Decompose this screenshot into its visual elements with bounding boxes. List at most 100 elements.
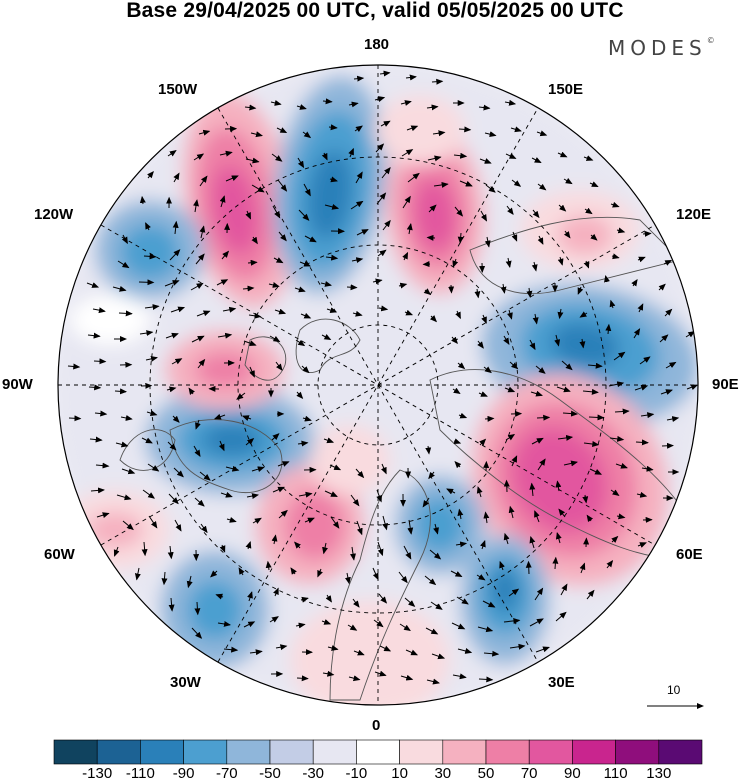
wind-vector xyxy=(588,414,605,421)
wind-vector xyxy=(354,125,363,132)
wind-vector xyxy=(188,387,195,395)
wind-vector xyxy=(193,199,199,213)
wind-vector xyxy=(251,184,265,193)
wind-vector xyxy=(321,619,332,625)
wind-vector xyxy=(166,386,177,393)
wind-vector xyxy=(557,256,564,266)
wind-vector xyxy=(217,332,233,339)
wind-vector xyxy=(145,222,151,231)
wind-vector xyxy=(219,195,226,208)
wind-vector xyxy=(563,177,573,185)
wind-vector xyxy=(509,643,526,650)
wind-vector xyxy=(485,184,496,193)
wind-vector xyxy=(269,616,279,623)
wind-vector xyxy=(509,361,519,370)
colorbar-tick-label: 50 xyxy=(477,765,495,782)
anomaly-contour xyxy=(307,150,353,240)
wind-vector xyxy=(529,618,544,627)
map-border xyxy=(57,64,699,706)
wind-vector xyxy=(479,158,492,164)
lon-label-150w: 150W xyxy=(158,81,198,98)
wind-vector xyxy=(590,233,598,241)
wind-vector xyxy=(92,307,106,314)
colorbar-tick-label: 90 xyxy=(564,765,581,782)
wind-vector xyxy=(324,203,340,210)
wind-vector xyxy=(303,183,311,197)
wind-vector xyxy=(113,546,120,557)
wind-vector xyxy=(300,596,309,603)
wind-vector xyxy=(90,487,105,494)
colorbar-tick-label: 70 xyxy=(520,765,538,782)
wind-vector xyxy=(265,560,272,571)
wind-vector xyxy=(93,358,107,365)
wind-vector xyxy=(226,517,237,523)
wind-vector xyxy=(508,588,520,597)
wind-vector xyxy=(199,225,206,239)
anomaly-contour xyxy=(87,512,143,548)
wind-vector xyxy=(455,310,461,320)
wind-vector xyxy=(298,209,310,221)
wind-vector xyxy=(507,309,513,320)
wind-vector xyxy=(324,490,338,497)
wind-vector xyxy=(450,570,463,577)
wind-vector xyxy=(141,541,148,557)
wind-vector xyxy=(583,155,594,161)
wind-vector xyxy=(425,627,439,635)
wind-vector xyxy=(639,356,651,365)
wind-vector xyxy=(611,535,619,543)
wind-vector xyxy=(453,152,468,159)
wind-vector xyxy=(536,414,551,421)
wind-vector xyxy=(377,249,387,257)
wind-vector xyxy=(433,523,439,535)
wind-vector xyxy=(117,260,130,269)
wind-vector xyxy=(641,465,654,472)
wind-vector xyxy=(376,489,382,503)
wind-vector xyxy=(535,365,546,374)
wind-vector xyxy=(453,438,462,445)
wind-vector xyxy=(352,310,363,317)
wind-vector xyxy=(269,335,281,343)
wind-vector xyxy=(304,517,315,524)
wind-vector xyxy=(405,74,417,81)
wind-vector xyxy=(245,437,255,446)
wind-vector xyxy=(658,283,666,291)
colorbar-tick-label: -110 xyxy=(125,765,155,782)
wind-vector xyxy=(448,284,455,294)
wind-vector xyxy=(161,571,168,586)
wind-vector xyxy=(456,596,469,605)
wind-vector xyxy=(272,205,281,219)
wind-vector xyxy=(120,415,133,421)
wind-vector xyxy=(511,231,518,242)
wind-vector xyxy=(584,207,593,215)
lon-label-180: 180 xyxy=(364,36,390,53)
anomaly-contour xyxy=(375,95,465,165)
wind-vector xyxy=(610,489,620,496)
wind-vector xyxy=(114,388,127,395)
wind-vector xyxy=(426,234,436,241)
colorbar-tick-label: 130 xyxy=(646,765,672,782)
wind-vector xyxy=(225,465,240,472)
wind-vector xyxy=(659,334,669,343)
colorbar-swatch xyxy=(615,739,660,765)
wind-vector xyxy=(145,355,158,362)
wind-vector xyxy=(348,675,361,682)
wind-vector xyxy=(404,309,414,316)
wind-vector xyxy=(236,392,246,400)
colorbar-swatch xyxy=(269,739,314,765)
anomaly-contour xyxy=(211,165,259,255)
wind-vector xyxy=(401,149,414,157)
wind-vector xyxy=(484,415,495,422)
wind-vector xyxy=(321,334,332,340)
wind-vector xyxy=(561,360,573,371)
wind-vector xyxy=(146,410,158,416)
wind-vector xyxy=(95,462,110,469)
coastline xyxy=(295,318,361,373)
wind-vector xyxy=(636,491,648,498)
wind-vector xyxy=(609,435,625,442)
wind-vector xyxy=(372,278,383,285)
wind-vector xyxy=(637,303,644,313)
wind-vector xyxy=(537,183,547,191)
wind-vector xyxy=(223,646,239,653)
wind-vector xyxy=(685,330,696,338)
wind-vector xyxy=(244,104,257,111)
